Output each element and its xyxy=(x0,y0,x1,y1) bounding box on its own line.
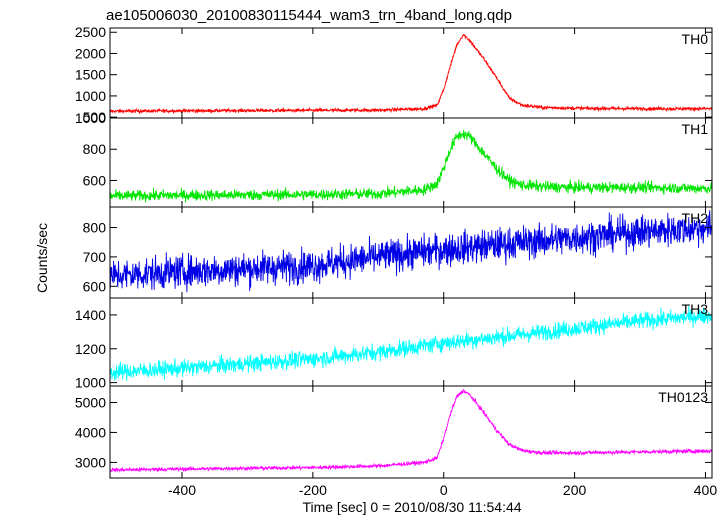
y-tick-label: 1200 xyxy=(75,341,106,357)
x-tick-label: -200 xyxy=(299,482,327,498)
y-tick-label: 1500 xyxy=(75,67,106,83)
panel-th3: 1000 1200 1400 TH3 xyxy=(75,297,713,391)
x-axis-label: Time [sec] 0 = 2010/08/30 11:54:44 xyxy=(302,499,521,515)
y-tick-label: 2000 xyxy=(75,45,106,61)
chart-title: ae105006030_20100830115444_wam3_trn_4ban… xyxy=(106,7,512,24)
series-line-th0123 xyxy=(110,389,712,474)
x-tick-label: 0 xyxy=(440,482,448,498)
y-tick-label: 3000 xyxy=(75,454,106,470)
y-tick-label: 5000 xyxy=(75,394,106,410)
y-axis-label: Counts/sec xyxy=(34,223,50,293)
series-label-th1: TH1 xyxy=(682,121,709,137)
x-tick-label: 200 xyxy=(563,482,587,498)
panel-th0123: 3000 4000 5000 TH0123 xyxy=(75,385,713,479)
panel-th2: 600 700 800 TH2 xyxy=(83,206,713,299)
panel-frame-th3 xyxy=(109,297,713,387)
y-tick-label: 600 xyxy=(83,172,107,188)
x-tick-label: -400 xyxy=(168,482,196,498)
series-label-th0: TH0 xyxy=(682,31,709,47)
y-tick-label: 600 xyxy=(83,278,107,294)
series-line-th2 xyxy=(110,210,712,293)
y-tick-label: 1000 xyxy=(75,110,106,126)
series-label-th0123: TH0123 xyxy=(658,389,708,405)
series-label-th2: TH2 xyxy=(682,210,709,226)
panel-th1: 600 800 1000 TH1 xyxy=(75,110,713,208)
y-tick-label: 1400 xyxy=(75,307,106,323)
series-line-th0 xyxy=(110,33,712,115)
y-tick-label: 800 xyxy=(83,141,107,157)
series-line-th3 xyxy=(110,305,712,382)
y-tick-label: 1000 xyxy=(75,88,106,104)
panel-frame-th0 xyxy=(109,27,713,119)
y-tick-label: 1000 xyxy=(75,375,106,391)
y-tick-label: 2500 xyxy=(75,24,106,40)
x-tick-label: 400 xyxy=(694,482,718,498)
y-tick-label: 700 xyxy=(83,249,107,265)
series-label-th3: TH3 xyxy=(682,301,709,317)
panel-frame-th1 xyxy=(109,117,713,208)
y-tick-label: 4000 xyxy=(75,424,106,440)
y-tick-label: 800 xyxy=(83,220,107,236)
series-line-th1 xyxy=(110,129,712,203)
y-tick-label: 500 xyxy=(83,109,107,125)
